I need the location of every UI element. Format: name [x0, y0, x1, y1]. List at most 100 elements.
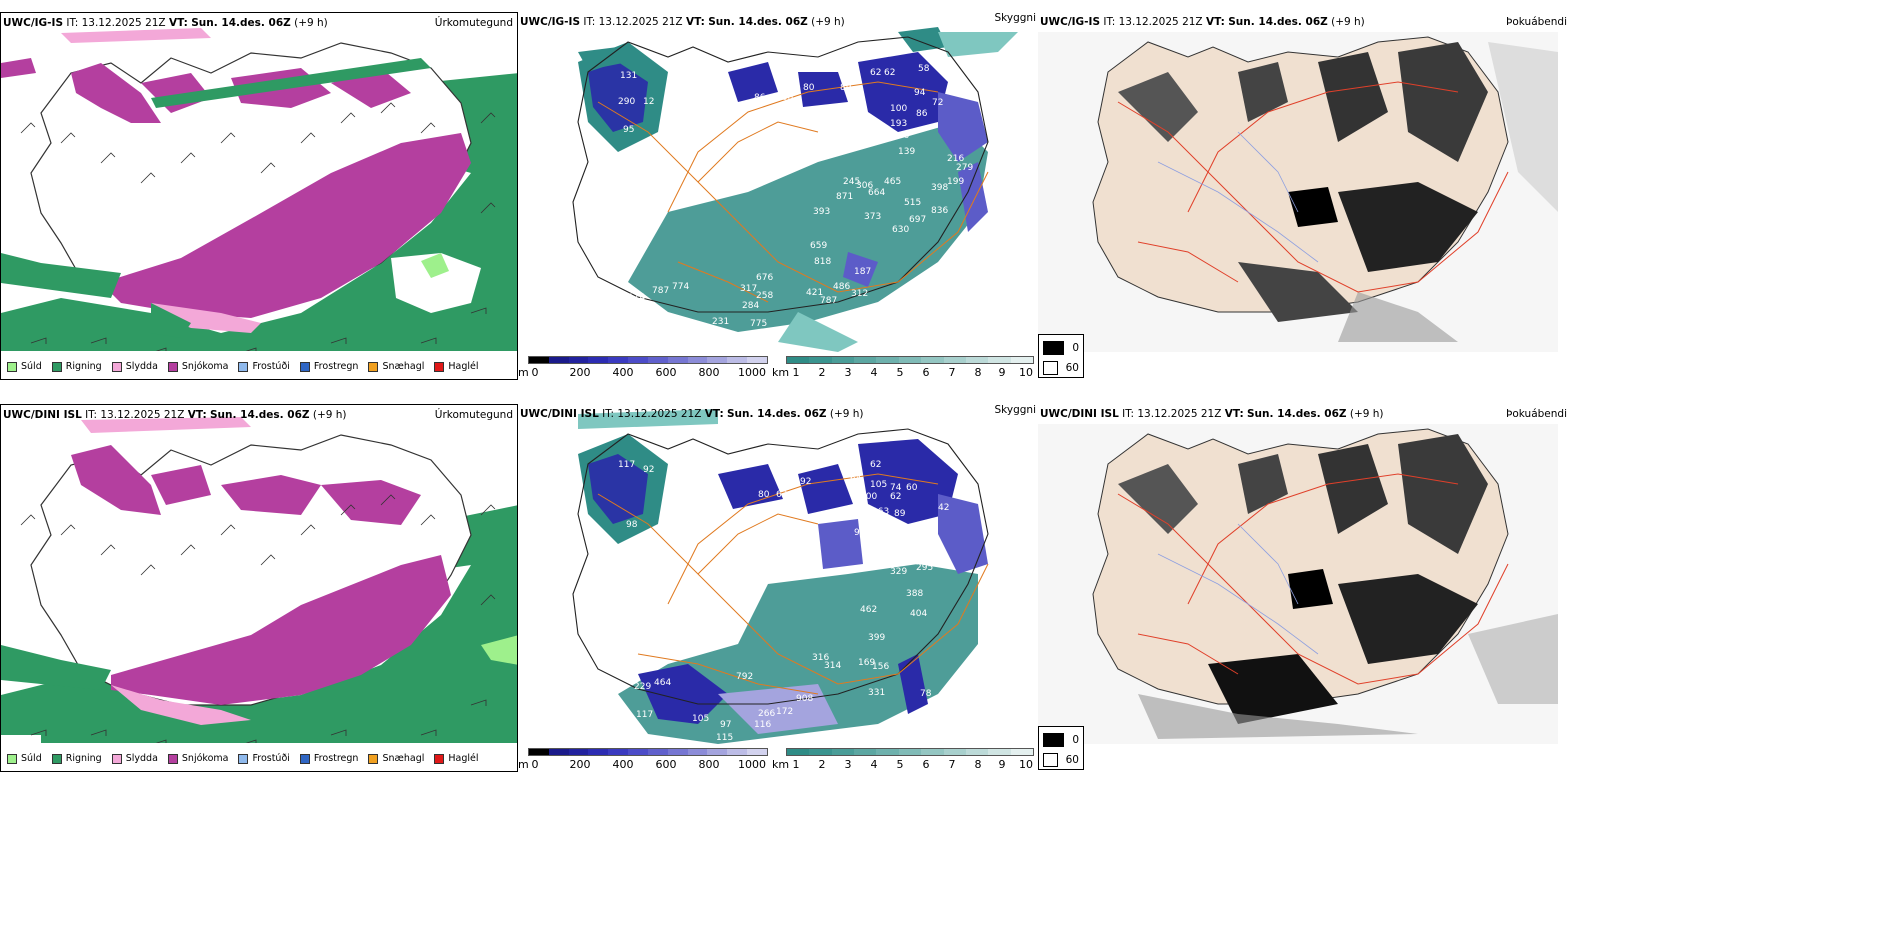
- colorbar-tick: 0: [531, 758, 539, 771]
- legend-item: Rigning: [51, 753, 102, 764]
- precip-type-map-bottom: [1, 417, 517, 771]
- legend-swatch: [111, 753, 122, 764]
- it-value: 13.12.2025 21Z: [1118, 16, 1203, 28]
- colorbar-tick: 4: [870, 758, 878, 771]
- visibility-label: 191: [910, 543, 927, 553]
- legend-item: Slydda: [111, 361, 158, 372]
- key-row: 0: [1043, 338, 1079, 358]
- legend-label: Haglél: [448, 361, 479, 372]
- visibility-label: 398: [931, 183, 948, 193]
- legend-label: Rigning: [65, 753, 102, 764]
- visibility-label: 95: [623, 125, 634, 135]
- visibility-label: 62: [890, 492, 901, 502]
- model-name: UWC/DINI ISL: [520, 408, 599, 420]
- vt-value: Sun. 14.des. 06Z: [1247, 408, 1347, 420]
- vt-label: VT:: [1224, 408, 1244, 420]
- visibility-label: 117: [618, 460, 635, 470]
- it-label: IT:: [602, 408, 615, 420]
- lead-time: (+9 h): [811, 16, 845, 28]
- legend-swatch: [434, 753, 445, 764]
- colorbar-tick: 10: [1019, 758, 1033, 771]
- visibility-label: 266: [758, 709, 775, 719]
- key-swatch: [1043, 361, 1058, 375]
- visibility-label: 91: [854, 528, 865, 538]
- it-label: IT:: [1103, 16, 1116, 28]
- visibility-label: 172: [776, 707, 793, 717]
- visibility-label: 787: [652, 286, 669, 296]
- visibility-label: 388: [906, 589, 923, 599]
- visibility-panel-bottom: 117 92 90 98 89 80 63 92 64 62 105 74 60…: [518, 404, 1038, 772]
- legend-item: Slydda: [111, 753, 158, 764]
- colorbar-tick: 200: [569, 366, 591, 379]
- legend-item: Snjókoma: [167, 361, 229, 372]
- visibility-colorbar-km: km 1 2 3 4 5 6 7 8 9 10: [772, 746, 1036, 772]
- visibility-label: 100: [890, 104, 907, 114]
- visibility-label: 302: [892, 547, 909, 557]
- colorbar-tick: 6: [922, 758, 930, 771]
- model-name: UWC/DINI ISL: [3, 409, 82, 421]
- visibility-colorbar-km: km 1 2 3 4 5 6 7 8 9 10: [772, 354, 1036, 380]
- visibility-label: 199: [947, 177, 964, 187]
- colorbar-tick: 7: [948, 366, 956, 379]
- legend-swatch: [368, 753, 379, 764]
- key-row: 60: [1043, 750, 1079, 770]
- visibility-label: 676: [756, 273, 773, 283]
- legend-label: Súld: [21, 753, 42, 764]
- vt-value: Sun. 14.des. 06Z: [1228, 16, 1328, 28]
- visibility-label: 62: [870, 68, 881, 78]
- visibility-panel-top: 131 290 12 95 56 85 86 100 80 89 62 62 5…: [518, 12, 1038, 380]
- visibility-label: 316: [812, 653, 829, 663]
- visibility-label: 98: [626, 520, 638, 530]
- visibility-label: 89: [634, 540, 646, 550]
- key-row: 0: [1043, 730, 1079, 750]
- visibility-label: 63: [776, 490, 787, 500]
- legend-swatch: [167, 361, 178, 372]
- legend-item: Súld: [7, 361, 42, 372]
- legend-label: Snjókoma: [181, 361, 229, 372]
- fog-index-map-top: [1038, 32, 1558, 352]
- legend-label: Frostúði: [252, 361, 290, 372]
- colorbar-tick: 400: [612, 366, 634, 379]
- visibility-label: 86: [916, 109, 928, 119]
- visibility-label: 114: [628, 293, 645, 303]
- visibility-label: 630: [892, 225, 909, 235]
- colorbar-tick: 7: [948, 758, 956, 771]
- colorbar-tick: 800: [698, 366, 720, 379]
- model-name: UWC/IG-IS: [520, 16, 581, 28]
- colorbar-tick: 8: [974, 366, 982, 379]
- lead-time: (+9 h): [1349, 408, 1384, 420]
- visibility-label: 774: [672, 282, 689, 292]
- visibility-label: 659: [810, 241, 827, 251]
- legend-swatch: [368, 361, 379, 372]
- key-swatch: [1043, 341, 1065, 355]
- visibility-label: 12: [643, 97, 654, 107]
- panel-header: UWC/DINI ISL IT: 13.12.2025 21Z VT: Sun.…: [3, 409, 347, 421]
- legend-item: Rigning: [51, 361, 102, 372]
- visibility-label: 97: [720, 720, 731, 730]
- visibility-label: 105: [870, 480, 887, 490]
- visibility-label: 231: [712, 317, 729, 327]
- key-label: 60: [1065, 754, 1079, 766]
- visibility-label: 90: [666, 490, 678, 500]
- visibility-label: 139: [898, 147, 915, 157]
- legend-item: Frostúði: [238, 361, 290, 372]
- lead-time: (+9 h): [294, 17, 328, 29]
- legend-swatch: [51, 753, 62, 764]
- colorbar-tick: 8: [974, 758, 982, 771]
- legend-item: Súld: [7, 753, 42, 764]
- visibility-label: 64: [850, 474, 862, 484]
- visibility-label: 290: [618, 97, 635, 107]
- legend-label: Slydda: [125, 753, 158, 764]
- colorbar-tick: 600: [655, 366, 677, 379]
- visibility-label: 92: [643, 465, 654, 475]
- visibility-label: 373: [864, 212, 881, 222]
- colorbar-tick: 6: [922, 366, 930, 379]
- visibility-label: 697: [909, 215, 926, 225]
- legend-item: Haglél: [434, 361, 479, 372]
- legend-item: Haglél: [434, 753, 479, 764]
- legend-swatch: [111, 361, 122, 372]
- visibility-label: 74: [890, 483, 902, 493]
- legend-item: Frostúði: [238, 753, 290, 764]
- legend-label: Haglél: [448, 753, 479, 764]
- visibility-map-bottom: 117 92 90 98 89 80 63 92 64 62 105 74 60…: [572, 409, 989, 744]
